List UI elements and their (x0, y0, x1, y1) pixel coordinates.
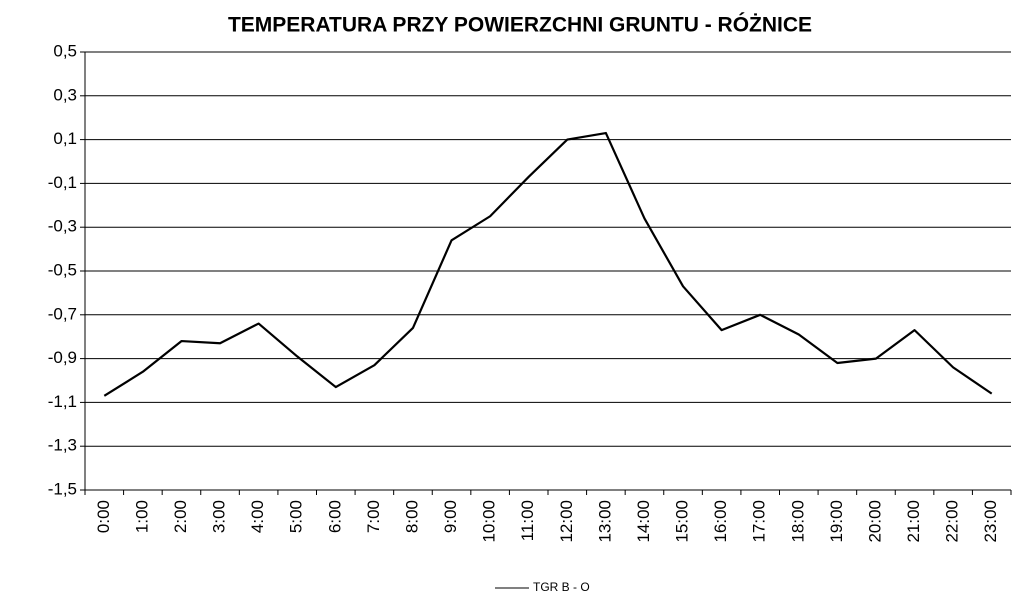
x-tick-label: 11:00 (518, 500, 537, 541)
y-tick-label: 0,3 (53, 85, 77, 104)
x-tick-label: 17:00 (750, 500, 769, 543)
y-tick-label: -0,9 (48, 348, 77, 367)
y-tick-label: -0,7 (48, 304, 77, 323)
x-tick-label: 22:00 (943, 500, 962, 543)
x-tick-label: 7:00 (364, 500, 383, 533)
y-tick-label: -0,3 (48, 217, 77, 236)
x-tick-label: 2:00 (171, 500, 190, 533)
x-tick-label: 19:00 (827, 500, 846, 543)
x-tick-label: 8:00 (402, 500, 421, 533)
chart-title: TEMPERATURA PRZY POWIERZCHNI GRUNTU - RÓ… (228, 13, 812, 37)
x-tick-label: 14:00 (634, 500, 653, 543)
series-line (103, 131, 993, 397)
x-tick-label: 23:00 (981, 500, 1000, 543)
x-tick-label: 15:00 (673, 500, 692, 543)
x-tick-label: 16:00 (711, 500, 730, 543)
x-tick-label: 21:00 (904, 500, 923, 543)
x-tick-label: 18:00 (788, 500, 807, 543)
x-tick-label: 9:00 (441, 500, 460, 533)
x-tick-label: 1:00 (132, 500, 151, 533)
y-tick-label: -1,5 (48, 479, 77, 498)
x-tick-label: 6:00 (325, 500, 344, 533)
y-tick-label: -0,1 (48, 173, 77, 192)
x-tick-label: 4:00 (248, 500, 267, 533)
y-tick-label: -1,3 (48, 436, 77, 455)
x-tick-label: 3:00 (210, 500, 229, 533)
y-tick-label: 0,5 (53, 41, 77, 60)
x-tick-label: 0:00 (94, 500, 113, 533)
y-tick-label: 0,1 (53, 129, 77, 148)
y-tick-label: -0,5 (48, 260, 77, 279)
x-tick-label: 20:00 (865, 500, 884, 543)
x-tick-label: 5:00 (287, 500, 306, 533)
x-tick-label: 10:00 (480, 500, 499, 543)
x-tick-label: 12:00 (557, 500, 576, 543)
y-tick-label: -1,1 (48, 392, 77, 411)
x-tick-label: 13:00 (595, 500, 614, 543)
legend-label: TGR B - O (533, 580, 590, 594)
